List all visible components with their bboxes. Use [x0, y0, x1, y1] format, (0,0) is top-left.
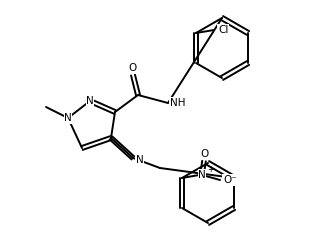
Text: O: O — [129, 63, 137, 73]
Text: O⁻: O⁻ — [223, 175, 237, 185]
Text: N: N — [64, 113, 72, 123]
Text: O: O — [200, 149, 208, 159]
Text: N: N — [86, 96, 94, 106]
Text: N: N — [198, 170, 206, 180]
Text: NH: NH — [170, 98, 185, 108]
Text: N: N — [136, 155, 144, 165]
Text: Cl: Cl — [218, 25, 229, 35]
Text: +: + — [207, 164, 214, 174]
